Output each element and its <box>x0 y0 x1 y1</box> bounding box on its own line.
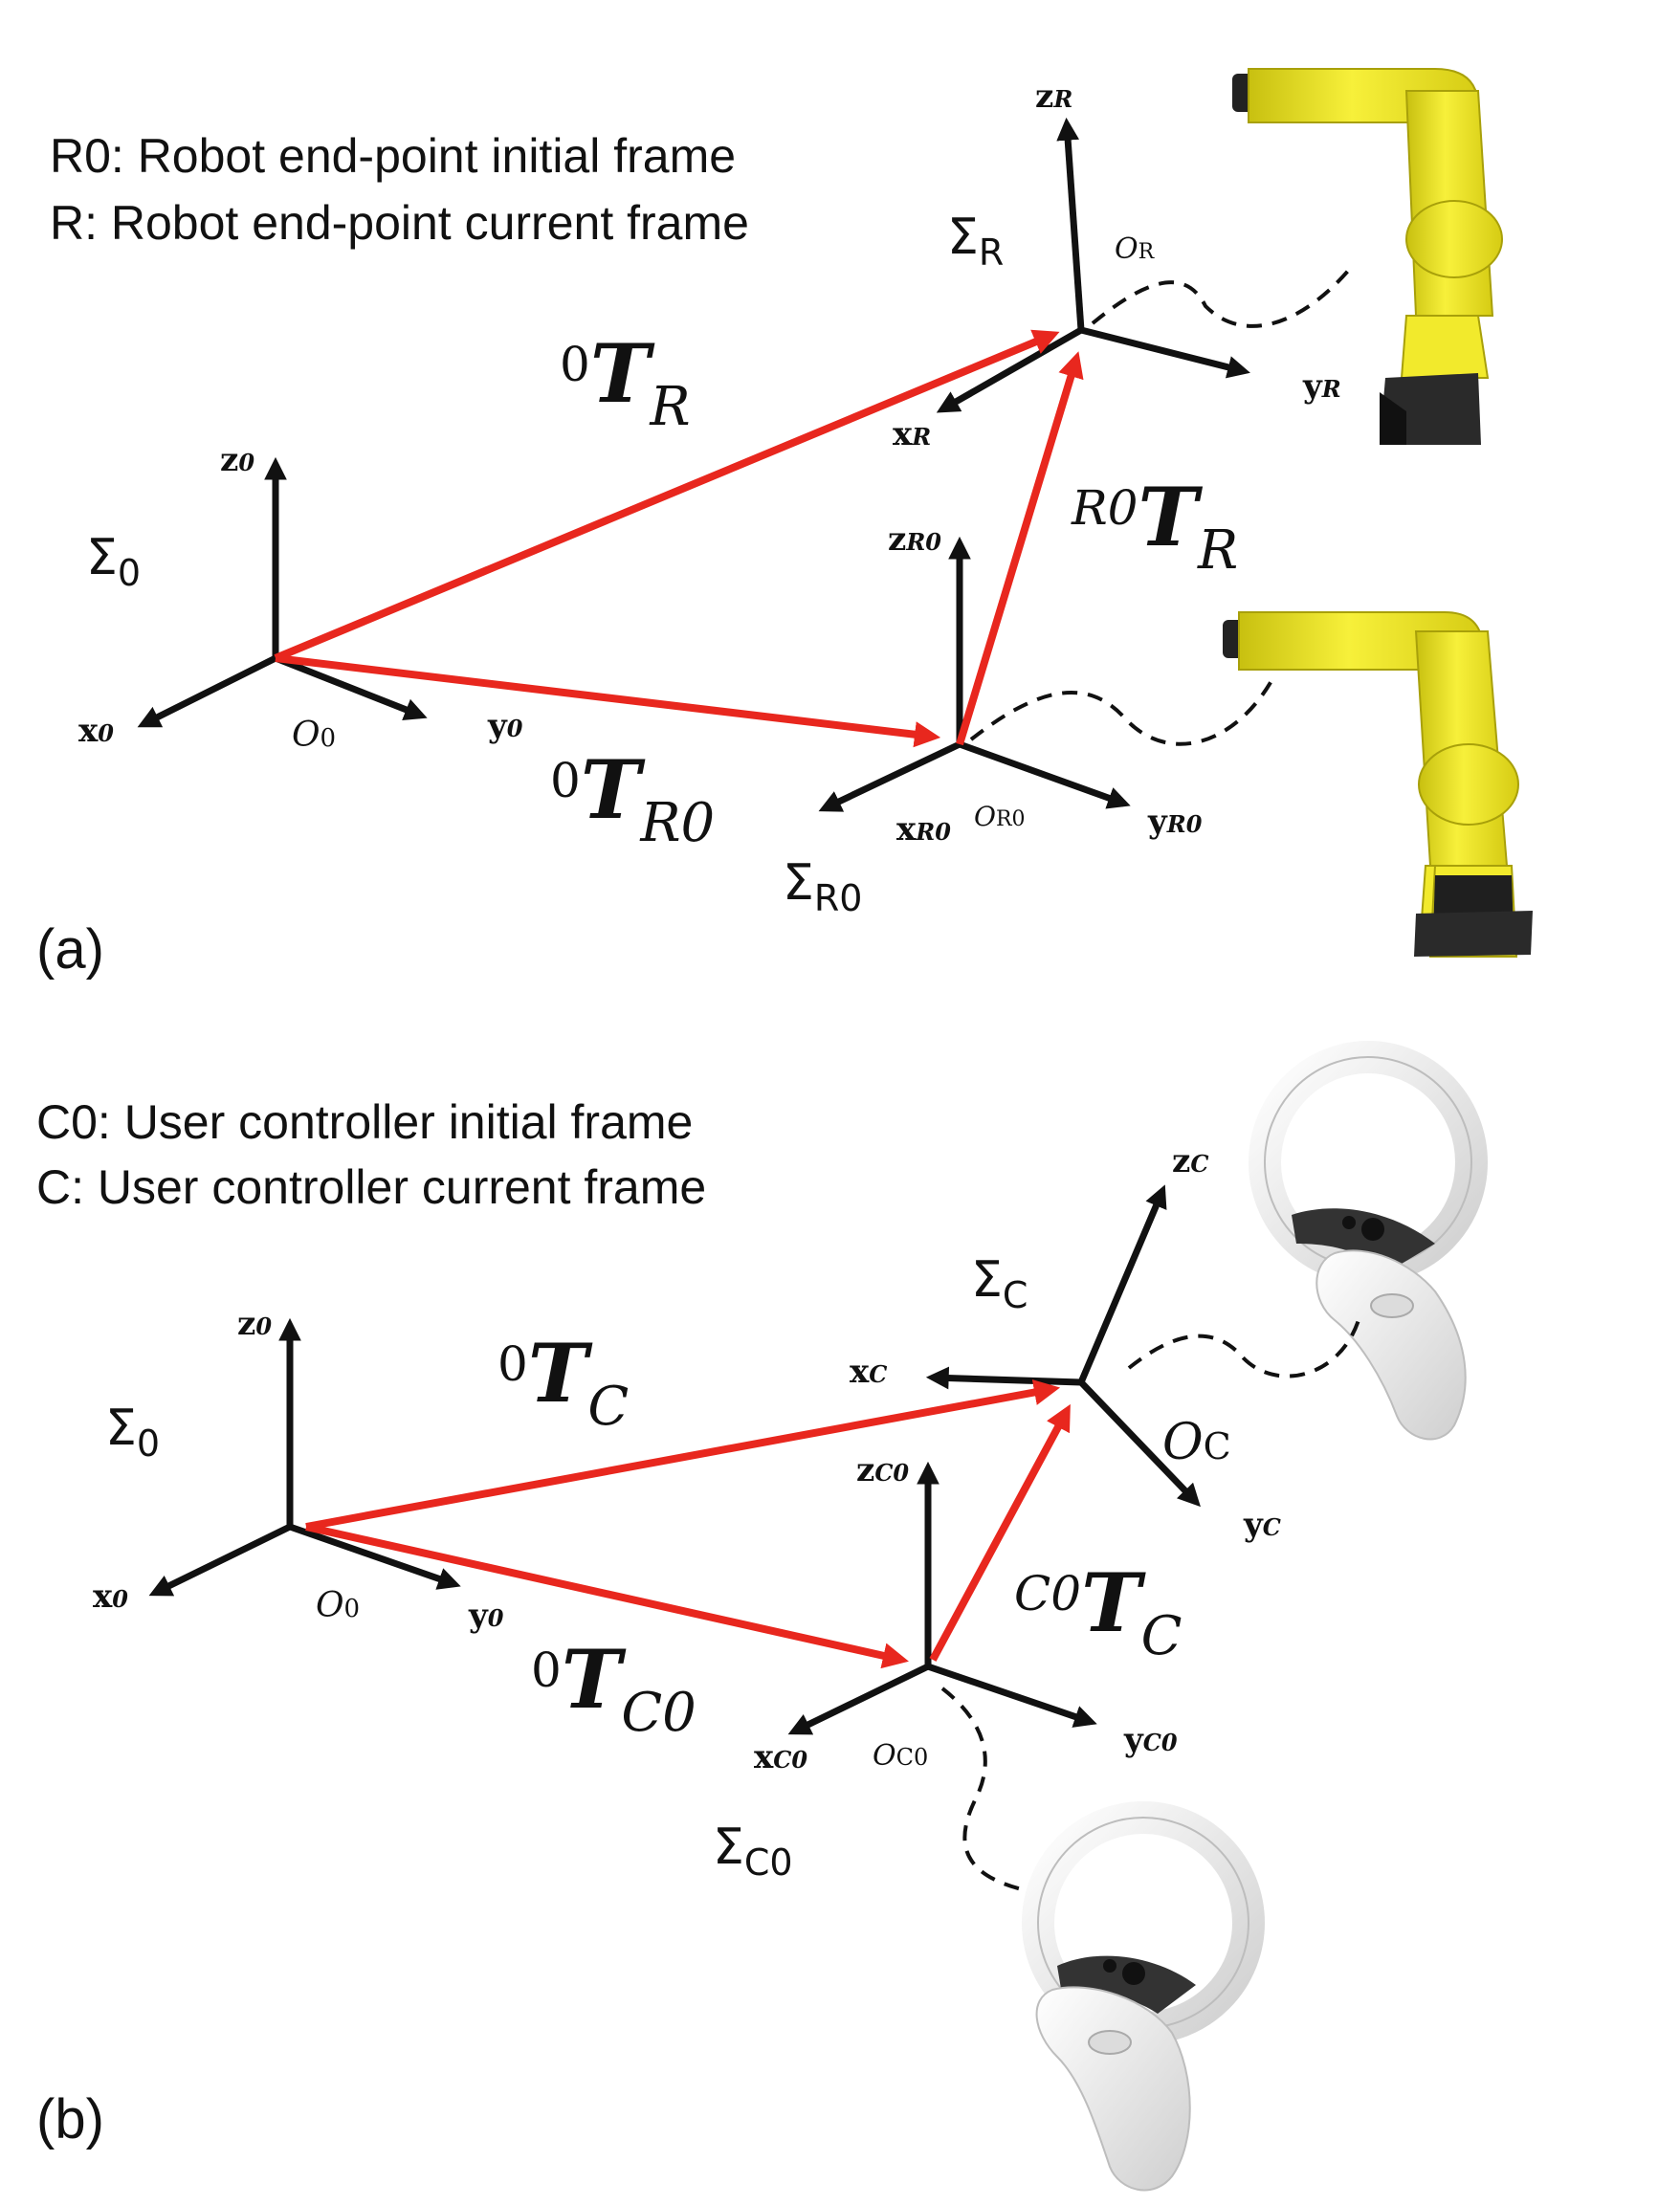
zR-axis <box>1056 117 1085 331</box>
controller-current-icon <box>1249 1041 1488 1441</box>
transform-arrows-b <box>305 1379 1071 1669</box>
robot-arm-initial-icon <box>1223 611 1533 958</box>
yR-label: yR <box>1302 367 1341 406</box>
yR0-axis <box>958 740 1131 809</box>
z0-label: z0 <box>237 1305 272 1343</box>
initial-frame-axes <box>818 536 1131 812</box>
xC-label: xC <box>850 1353 887 1391</box>
panel-a-label: (a) <box>36 918 104 981</box>
tlabel-0TC: 0TC <box>497 1326 629 1438</box>
cable-initial-wire <box>940 1687 1023 1891</box>
yR-axis <box>1080 326 1250 379</box>
panel-a: R0: Robot end-point initial frame R: Rob… <box>36 68 1533 981</box>
sigmaR0-label: ΣR0 <box>783 854 862 919</box>
x0-label: x0 <box>78 712 114 750</box>
sigma0-label: Σ0 <box>86 529 141 594</box>
o0-label: O0 <box>292 716 336 755</box>
xC-axis <box>925 1366 1082 1390</box>
xR0-label: xR0 <box>896 810 951 849</box>
sigmaC-label: ΣC <box>971 1251 1028 1316</box>
arrow-0TR0 <box>275 654 941 748</box>
sigmaC0-label: ΣC0 <box>713 1819 793 1884</box>
arrow-C0TC <box>929 1403 1071 1662</box>
zC-axis <box>1077 1184 1167 1384</box>
legend-line-1: C0: User controller initial frame <box>36 1095 693 1149</box>
transform-arrows-a <box>274 329 1084 748</box>
yC0-axis <box>926 1663 1097 1728</box>
zC-label: zC <box>1172 1142 1208 1180</box>
x0-axis <box>148 1523 292 1597</box>
y0-axis <box>288 1523 461 1590</box>
y0-label: y0 <box>487 707 523 745</box>
sigmaR-label: ΣR <box>947 209 1004 274</box>
tlabel-0TC0: 0TC0 <box>531 1632 696 1744</box>
z0-label: z0 <box>220 441 254 479</box>
yR0-label: yR0 <box>1147 803 1203 841</box>
oR0-label: OR0 <box>974 801 1026 832</box>
arrow-0TC <box>305 1379 1061 1531</box>
cable-current-wire <box>1127 1319 1360 1378</box>
current-frame-axes <box>925 1184 1201 1508</box>
tlabel-C0TC: C0TC <box>1014 1555 1182 1667</box>
yC0-label: yC0 <box>1123 1721 1178 1759</box>
panel-b-label: (b) <box>36 2088 104 2150</box>
yC-label: yC <box>1243 1506 1281 1544</box>
arrow-0TR <box>274 329 1060 662</box>
xC0-axis <box>787 1663 930 1735</box>
world-frame-axes <box>148 1317 461 1597</box>
tlabel-0TR0: 0TR0 <box>550 742 715 854</box>
arrow-0TC0 <box>305 1523 909 1669</box>
arrow-R0TR <box>956 351 1084 746</box>
tlabel-R0TR: R0TR <box>1071 470 1238 582</box>
legend-line-2: C: User controller current frame <box>36 1160 706 1214</box>
panel-b: C0: User controller initial frame C: Use… <box>36 1041 1488 2192</box>
o0-label: O0 <box>316 1586 360 1625</box>
cable-current-wire <box>1091 268 1351 328</box>
initial-frame-axes <box>787 1461 1097 1735</box>
y0-axis <box>274 654 428 720</box>
oC-label: OC <box>1162 1414 1231 1471</box>
x0-axis <box>137 654 277 728</box>
robot-arm-current-icon <box>1232 68 1503 445</box>
oR-label: OR <box>1115 232 1156 266</box>
zR0-label: zR0 <box>888 520 941 559</box>
xC0-label: xC0 <box>754 1738 807 1776</box>
oC0-label: OC0 <box>873 1739 928 1773</box>
xR0-axis <box>818 740 962 812</box>
zC0-label: zC0 <box>856 1451 909 1489</box>
tlabel-0TR: 0TR <box>560 326 691 438</box>
sigma0-label: Σ0 <box>105 1400 160 1465</box>
legend-line-1: R0: Robot end-point initial frame <box>50 129 736 183</box>
x0-label: x0 <box>93 1577 128 1616</box>
zR-label: zR <box>1035 77 1072 116</box>
world-frame-axes <box>137 456 428 728</box>
controller-initial-icon <box>1022 1801 1265 2192</box>
cable-initial-wire <box>969 678 1274 746</box>
yC-axis <box>1078 1379 1201 1508</box>
xR-label: xR <box>893 415 931 453</box>
y0-label: y0 <box>468 1597 504 1635</box>
legend-line-2: R: Robot end-point current frame <box>50 196 749 250</box>
